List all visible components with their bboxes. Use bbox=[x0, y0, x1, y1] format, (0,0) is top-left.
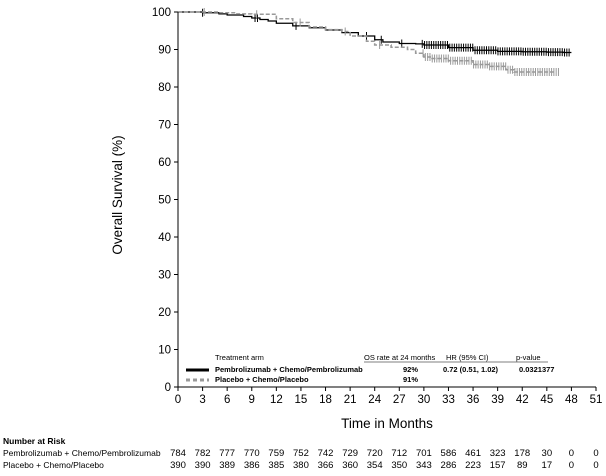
x-tick-label: 0 bbox=[175, 394, 181, 406]
risk-table-title: Number at Risk bbox=[3, 436, 66, 446]
x-tick-label: 3 bbox=[199, 394, 205, 406]
risk-value: 323 bbox=[490, 448, 506, 459]
x-tick-label: 39 bbox=[491, 394, 504, 406]
risk-value: 390 bbox=[195, 460, 211, 471]
risk-value: 354 bbox=[367, 460, 383, 471]
risk-value: 0 bbox=[569, 448, 574, 459]
risk-value: 360 bbox=[342, 460, 358, 471]
y-tick-label: 70 bbox=[158, 120, 171, 132]
legend-hr-pembrolizumab: 0.72 (0.51, 1.02) bbox=[443, 365, 499, 374]
legend: Treatment arm OS rate at 24 months HR (9… bbox=[186, 353, 554, 384]
legend-pvalue-pembrolizumab: 0.0321377 bbox=[519, 365, 554, 374]
x-tick-label: 18 bbox=[319, 394, 332, 406]
risk-value: 89 bbox=[517, 460, 528, 471]
risk-value: 0 bbox=[593, 448, 598, 459]
y-tick-label: 60 bbox=[158, 157, 171, 169]
x-tick-label: 30 bbox=[417, 394, 430, 406]
y-tick-label: 10 bbox=[158, 345, 171, 357]
x-axis-title: Time in Months bbox=[341, 416, 433, 431]
risk-value: 17 bbox=[542, 460, 553, 471]
y-tick-label: 50 bbox=[158, 195, 171, 207]
risk-value: 178 bbox=[514, 448, 530, 459]
y-tick-label: 80 bbox=[158, 82, 171, 94]
x-tick-label: 24 bbox=[368, 394, 381, 406]
risk-value: 720 bbox=[367, 448, 383, 459]
risk-value: 770 bbox=[244, 448, 260, 459]
legend-label-placebo: Placebo + Chemo/Placebo bbox=[215, 375, 309, 384]
risk-value: 350 bbox=[391, 460, 407, 471]
risk-value: 385 bbox=[268, 460, 284, 471]
y-tick-label: 40 bbox=[158, 232, 171, 244]
x-tick-label: 6 bbox=[224, 394, 230, 406]
risk-row-label-pembrolizumab: Pembrolizumab + Chemo/Pembrolizumab bbox=[3, 448, 161, 458]
axes: 0 3 6 9 12 15 18 21 24 27 30 33 36 39 42 45 48 51 0102030… bbox=[152, 7, 603, 406]
risk-value: 742 bbox=[318, 448, 334, 459]
x-tick-label: 45 bbox=[540, 394, 553, 406]
x-tick-label: 27 bbox=[393, 394, 406, 406]
survival-curves bbox=[178, 8, 572, 76]
risk-value: 777 bbox=[219, 448, 235, 459]
risk-value: 712 bbox=[391, 448, 407, 459]
risk-value: 759 bbox=[268, 448, 284, 459]
risk-value: 386 bbox=[244, 460, 260, 471]
legend-header-os: OS rate at 24 months bbox=[364, 353, 436, 362]
risk-value: 30 bbox=[542, 448, 553, 459]
x-tick-label: 21 bbox=[344, 394, 357, 406]
risk-value: 784 bbox=[170, 448, 186, 459]
risk-value: 461 bbox=[465, 448, 481, 459]
risk-row-label-placebo: Placebo + Chemo/Placebo bbox=[3, 460, 104, 470]
x-tick-label: 9 bbox=[249, 394, 255, 406]
legend-os-pembrolizumab: 92% bbox=[403, 365, 418, 374]
y-tick-label: 100 bbox=[152, 7, 171, 19]
y-tick-label: 30 bbox=[158, 270, 171, 282]
x-tick-label: 12 bbox=[270, 394, 283, 406]
y-tick-label: 20 bbox=[158, 307, 171, 319]
legend-os-placebo: 91% bbox=[403, 375, 418, 384]
x-tick-label: 15 bbox=[295, 394, 308, 406]
risk-value: 390 bbox=[170, 460, 186, 471]
x-tick-label: 36 bbox=[467, 394, 480, 406]
risk-value: 782 bbox=[195, 448, 211, 459]
y-tick-label: 0 bbox=[165, 382, 171, 394]
number-at-risk-table: Number at Risk Pembrolizumab + Chemo/Pem… bbox=[3, 436, 599, 471]
risk-value: 380 bbox=[293, 460, 309, 471]
risk-value: 752 bbox=[293, 448, 309, 459]
risk-value: 701 bbox=[416, 448, 432, 459]
risk-value: 286 bbox=[441, 460, 457, 471]
risk-value: 586 bbox=[441, 448, 457, 459]
y-tick-label: 90 bbox=[158, 45, 171, 57]
legend-header-hr: HR (95% CI) bbox=[446, 353, 489, 362]
risk-value: 366 bbox=[318, 460, 334, 471]
x-tick-label: 33 bbox=[442, 394, 455, 406]
x-tick-label: 51 bbox=[590, 394, 603, 406]
legend-header-pvalue: p-value bbox=[516, 353, 541, 362]
risk-value: 157 bbox=[490, 460, 506, 471]
y-axis-title: Overall Survival (%) bbox=[110, 135, 125, 254]
risk-value: 343 bbox=[416, 460, 432, 471]
risk-value: 729 bbox=[342, 448, 358, 459]
risk-value: 223 bbox=[465, 460, 481, 471]
risk-value: 0 bbox=[569, 460, 574, 471]
x-tick-label: 42 bbox=[516, 394, 529, 406]
risk-value: 389 bbox=[219, 460, 235, 471]
legend-label-pembrolizumab: Pembrolizumab + Chemo/Pembrolizumab bbox=[215, 365, 363, 374]
x-tick-label: 48 bbox=[565, 394, 578, 406]
survival-curve-pembrolizumab bbox=[178, 11, 572, 54]
legend-header-arm: Treatment arm bbox=[215, 353, 264, 362]
risk-value: 0 bbox=[593, 460, 598, 471]
